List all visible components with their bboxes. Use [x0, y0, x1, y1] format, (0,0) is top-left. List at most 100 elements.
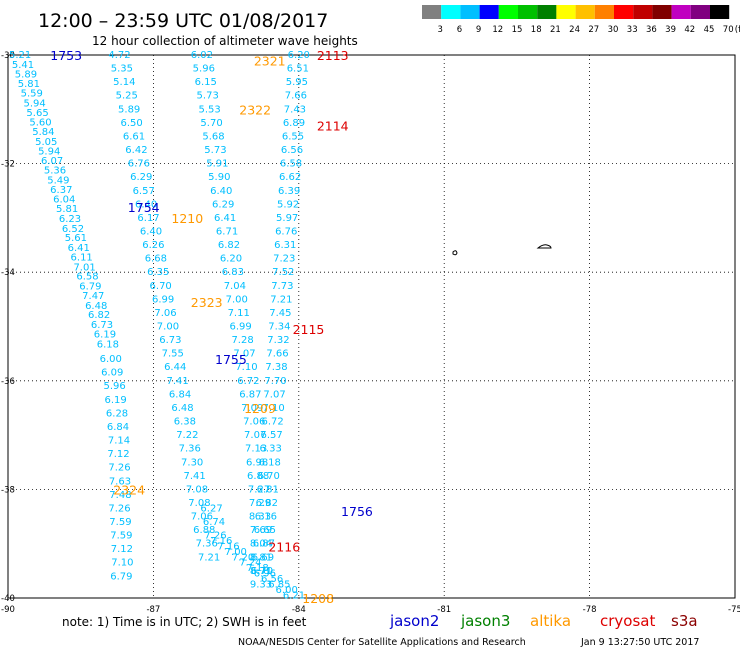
swh-value: 7.45 [269, 308, 291, 319]
x-tick-label: -90 [1, 605, 15, 615]
island-outline [536, 244, 552, 249]
swh-value: 6.82 [88, 310, 110, 321]
swh-value: 6.09 [101, 368, 123, 379]
pass-time-label: 1208 [302, 591, 334, 606]
swh-value: 6.82 [218, 240, 240, 251]
swh-value: 6.37 [50, 185, 72, 196]
pass-time-label: 2114 [317, 119, 349, 134]
scale-tick-label: 45 [704, 25, 715, 35]
swh-value: 7.24 [239, 558, 261, 569]
swh-value: 6.70 [251, 566, 273, 577]
swh-value: 7.09 [241, 403, 263, 414]
swh-value: 9.33 [250, 579, 272, 590]
scale-tick-label: 21 [550, 25, 561, 35]
swh-value: 6.41 [68, 243, 90, 254]
swh-value: 7.43 [284, 104, 306, 115]
swh-value: 6.98 [246, 457, 268, 468]
satellite-legend-altika: altika [530, 612, 571, 630]
y-tick-label: -40 [1, 594, 15, 604]
swh-value: 6.56 [281, 145, 303, 156]
swh-value: 6.68 [145, 254, 167, 265]
satellite-legend-jason2: jason2 [389, 612, 439, 630]
scale-swatch [422, 5, 442, 19]
swh-value: 6.39 [278, 186, 300, 197]
swh-value: 6.72 [237, 376, 259, 387]
swh-value: 6.71 [216, 226, 238, 237]
swh-value: 6.58 [76, 272, 98, 283]
swh-value: 6.55 [282, 131, 304, 142]
swh-value: 6.15 [195, 77, 217, 88]
swh-value: 8.81 [250, 552, 272, 563]
swh-value: 6.40 [135, 199, 157, 210]
swh-value: 8.04 [250, 539, 272, 550]
satellite-legend-s3a: s3a [671, 612, 698, 630]
y-tick-label: -30 [1, 51, 15, 61]
swh-value: 6.96 [254, 569, 276, 580]
swh-value: 6.84 [169, 389, 191, 400]
scale-swatch [537, 5, 557, 19]
pass-time-label: 2115 [293, 322, 325, 337]
swh-tracks: 5.215.415.895.815.595.945.655.605.845.05… [9, 50, 310, 601]
swh-value: 5.94 [38, 147, 60, 158]
pass-time-label: 2324 [113, 482, 145, 497]
swh-value: 5.36 [44, 166, 66, 177]
swh-value: 6.61 [123, 131, 145, 142]
swh-value: 7.69 [250, 525, 272, 536]
swh-value: 8.71 [250, 566, 272, 577]
swh-value: 6.02 [191, 50, 213, 61]
swh-value: 6.19 [104, 395, 126, 406]
swh-value: 6.33 [260, 444, 282, 455]
scale-tick-label: 9 [476, 25, 481, 35]
swh-value: 6.99 [152, 294, 174, 305]
scale-swatch [575, 5, 595, 19]
chart-title: 12:00 – 23:59 UTC 01/08/2017 [38, 10, 328, 32]
swh-value: 4.72 [108, 50, 130, 61]
swh-value: 5.21 [9, 50, 31, 61]
swh-value: 6.51 [287, 64, 309, 75]
swh-value: 5.59 [21, 89, 43, 100]
swh-value: 7.18 [246, 563, 268, 574]
swh-value: 8.33 [249, 512, 271, 523]
plot-frame [7, 54, 736, 599]
swh-value: 7.00 [157, 322, 179, 333]
swh-value: 6.40 [210, 186, 232, 197]
pass-time-label: 1755 [215, 352, 247, 367]
swh-value: 6.16 [255, 512, 277, 523]
swh-value: 6.88 [193, 525, 215, 536]
swh-value: 5.96 [193, 64, 215, 75]
swh-value: 5.94 [24, 98, 46, 109]
swh-value: 7.55 [162, 349, 184, 360]
pass-time-label: 1756 [341, 504, 373, 519]
swh-value: 7.47 [82, 291, 104, 302]
swh-value: 6.58 [280, 159, 302, 170]
swh-value: 7.28 [231, 335, 253, 346]
scale-tick-label: 36 [646, 25, 657, 35]
x-tick-label: -75 [728, 605, 740, 615]
swh-value: 6.48 [171, 403, 193, 414]
scale-tick-label: 70 [723, 25, 734, 35]
swh-value: 7.26 [204, 531, 226, 542]
swh-value: 5.14 [113, 77, 135, 88]
swh-value: 5.68 [202, 131, 224, 142]
swh-value: 6.19 [94, 330, 116, 341]
swh-value: 7.08 [186, 484, 208, 495]
pass-time-label: 2322 [239, 102, 271, 117]
swh-value: 7.41 [167, 376, 189, 387]
swh-value: 6.88 [247, 471, 269, 482]
swh-value: 5.95 [286, 77, 308, 88]
scale-swatch [441, 5, 461, 19]
swh-value: 7.59 [110, 531, 132, 542]
swh-value: 6.73 [91, 320, 113, 331]
swh-value: 5.89 [15, 70, 37, 81]
swh-value: 6.44 [164, 362, 186, 373]
swh-value: 6.50 [120, 118, 142, 129]
swh-value: 5.90 [208, 172, 230, 183]
y-tick-label: -34 [1, 268, 15, 278]
swh-value: 7.63 [109, 476, 131, 487]
swh-value: 6.07 [41, 156, 63, 167]
swh-value: 6.65 [254, 525, 276, 536]
swh-value: 6.73 [159, 335, 181, 346]
swh-value: 7.07 [244, 430, 266, 441]
swh-value: 7.26 [108, 463, 130, 474]
